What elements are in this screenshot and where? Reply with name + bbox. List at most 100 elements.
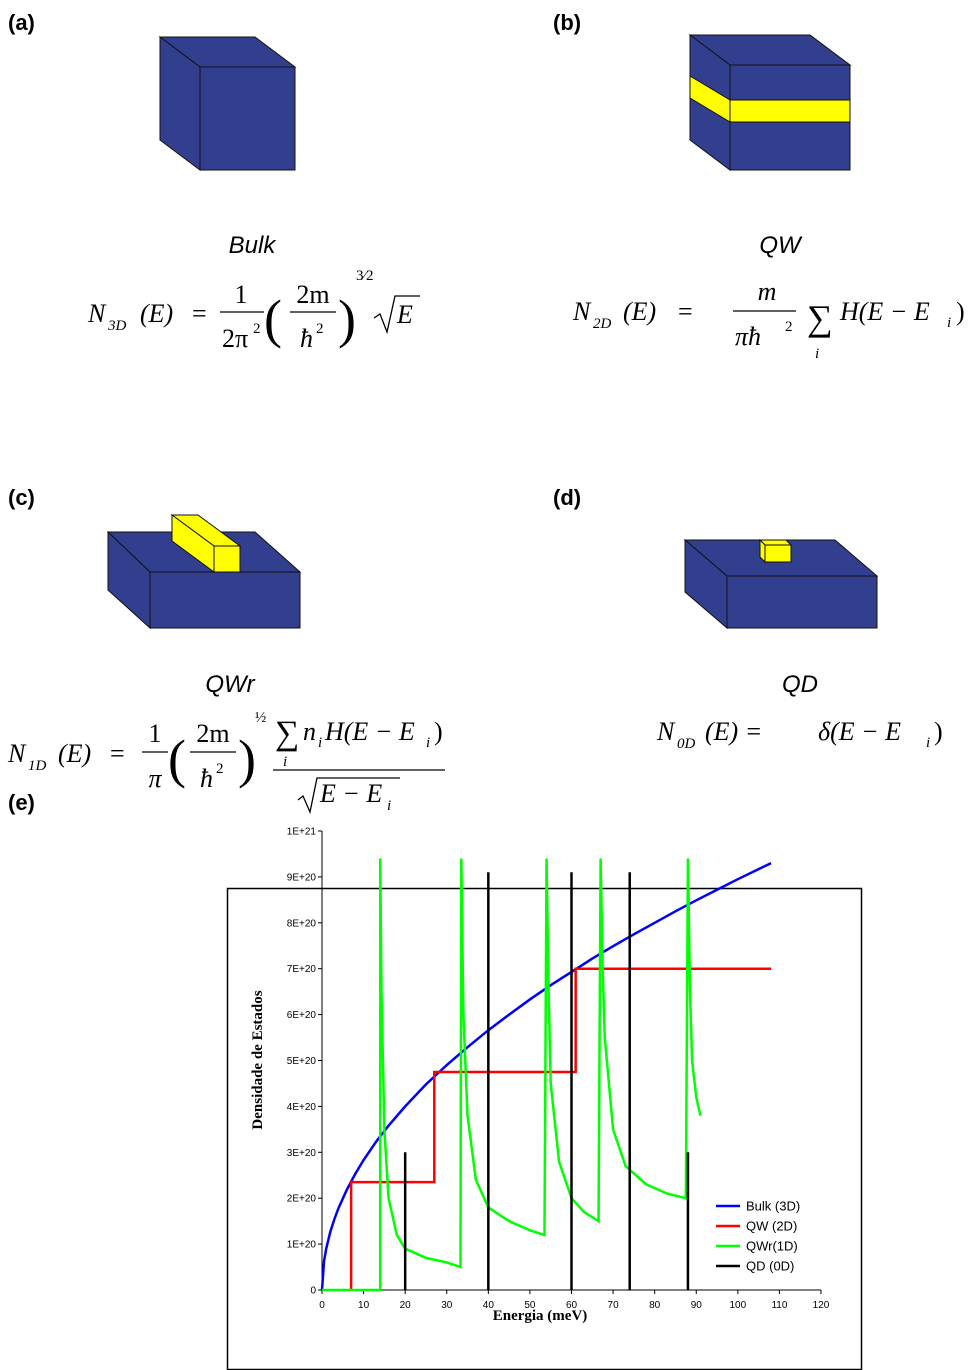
- f-tok: 1D: [28, 758, 47, 774]
- legend-label: QW (2D): [746, 1219, 797, 1234]
- formula-bulk: N 3D (E) = 1 2π 2 ( 2m ħ 2 ) 3⁄2 E: [87, 268, 420, 353]
- f-tok: =: [678, 297, 693, 326]
- y-tick-label: 9E+20: [287, 872, 317, 883]
- f-tok: (E): [140, 299, 173, 328]
- f-tok: (: [264, 289, 282, 349]
- qwr-slab: [108, 515, 300, 628]
- panel-name: QWr: [205, 671, 255, 698]
- f-tok: 2m: [296, 280, 329, 309]
- f-tok: N: [656, 717, 676, 746]
- f-tok: (E): [623, 297, 656, 326]
- f-tok: i: [815, 346, 819, 362]
- panel-name: QD: [782, 671, 818, 698]
- panel-name: QW: [759, 232, 803, 259]
- formula-qd: N 0D (E) = δ(E − E i ): [656, 717, 943, 752]
- f-tok: δ(E − E: [818, 717, 901, 746]
- f-tok: N: [572, 297, 592, 326]
- y-tick-label: 2E+20: [287, 1194, 317, 1205]
- f-tok: E: [396, 300, 413, 329]
- panel-label: (a): [8, 10, 35, 35]
- f-tok: 3⁄2: [356, 268, 374, 284]
- y-tick-label: 6E+20: [287, 1010, 317, 1021]
- f-tok: 2π: [222, 324, 248, 353]
- f-tok: πħ: [735, 322, 761, 351]
- y-tick-label: 4E+20: [287, 1102, 317, 1113]
- y-tick-label: 5E+20: [287, 1056, 317, 1067]
- panel-label: (e): [8, 790, 35, 815]
- panel-name: Bulk: [229, 232, 278, 259]
- f-tok: i: [947, 315, 951, 331]
- f-tok: 2m: [196, 719, 229, 748]
- y-axis-label: Densidade de Estados: [250, 990, 266, 1129]
- legend-label: QWr(1D): [746, 1239, 798, 1254]
- f-tok: 2: [216, 761, 224, 777]
- f-tok: ): [338, 289, 356, 349]
- f-tok: i: [387, 798, 391, 814]
- f-tok: =: [110, 739, 125, 768]
- legend-label: Bulk (3D): [746, 1199, 800, 1214]
- f-tok: E − E: [319, 779, 382, 808]
- x-tick-label: 120: [813, 1300, 830, 1311]
- f-tok: N: [87, 299, 107, 328]
- y-tick-label: 1E+21: [287, 827, 317, 838]
- f-tok: 1: [235, 280, 248, 309]
- f-tok: 2: [316, 321, 324, 337]
- f-tok: ħ: [300, 324, 313, 353]
- x-tick-label: 30: [441, 1300, 453, 1311]
- figure: (a) (b) (c) (d) (e) Bulk QW QWr QD N 3D …: [0, 0, 974, 1370]
- f-tok: ∑: [807, 298, 833, 338]
- qd-slab: [685, 540, 877, 628]
- qw-cube: [690, 35, 850, 170]
- x-tick-label: 80: [649, 1300, 661, 1311]
- x-tick-label: 70: [608, 1300, 620, 1311]
- f-tok: N: [7, 739, 27, 768]
- y-tick-label: 0: [310, 1286, 316, 1297]
- f-tok: i: [318, 735, 322, 751]
- f-tok: i: [426, 735, 430, 751]
- f-tok: m: [758, 277, 777, 306]
- f-tok: ∑: [275, 715, 299, 752]
- f-tok: n: [303, 717, 316, 746]
- y-tick-label: 8E+20: [287, 918, 317, 929]
- f-tok: i: [283, 754, 287, 770]
- f-tok: 2: [253, 321, 261, 337]
- x-tick-label: 60: [566, 1300, 578, 1311]
- bulk-cube: [160, 37, 295, 170]
- f-tok: (E): [58, 739, 91, 768]
- f-tok: 3D: [107, 318, 127, 334]
- x-tick-label: 10: [358, 1300, 370, 1311]
- formula-qwr: N 1D (E) = 1 π ( 2m ħ 2 ) ½ ∑ i n i H(E …: [7, 710, 445, 814]
- f-tok: ): [934, 717, 943, 746]
- f-tok: 2D: [593, 316, 612, 332]
- f-tok: ½: [255, 710, 266, 726]
- f-tok: 1: [149, 719, 162, 748]
- f-tok: (: [168, 729, 186, 789]
- formula-qw: N 2D (E) = m πħ 2 ∑ i H(E − E i ): [572, 277, 965, 362]
- f-tok: =: [192, 299, 207, 328]
- x-tick-label: 50: [524, 1300, 536, 1311]
- f-tok: 0D: [677, 736, 696, 752]
- f-tok: ): [238, 729, 256, 789]
- f-tok: H(E − E: [839, 297, 930, 326]
- f-tok: ): [956, 297, 965, 326]
- f-tok: (E) =: [705, 717, 762, 746]
- x-tick-label: 20: [400, 1300, 412, 1311]
- x-tick-label: 90: [691, 1300, 703, 1311]
- y-tick-label: 7E+20: [287, 964, 317, 975]
- f-tok: ħ: [200, 764, 213, 793]
- y-tick-label: 1E+20: [287, 1240, 317, 1251]
- x-tick-label: 0: [319, 1300, 325, 1311]
- panel-label: (d): [553, 485, 581, 510]
- f-tok: 2: [785, 319, 793, 335]
- x-tick-label: 110: [771, 1300, 787, 1311]
- panel-label: (c): [8, 485, 35, 510]
- f-tok: ): [434, 717, 443, 746]
- x-tick-label: 40: [483, 1300, 495, 1311]
- legend-label: QD (0D): [746, 1259, 794, 1274]
- x-tick-label: 100: [729, 1300, 746, 1311]
- panel-label: (b): [553, 10, 581, 35]
- f-tok: π: [148, 764, 162, 793]
- f-tok: H(E − E: [324, 717, 415, 746]
- y-tick-label: 3E+20: [287, 1148, 317, 1159]
- f-tok: i: [926, 735, 930, 751]
